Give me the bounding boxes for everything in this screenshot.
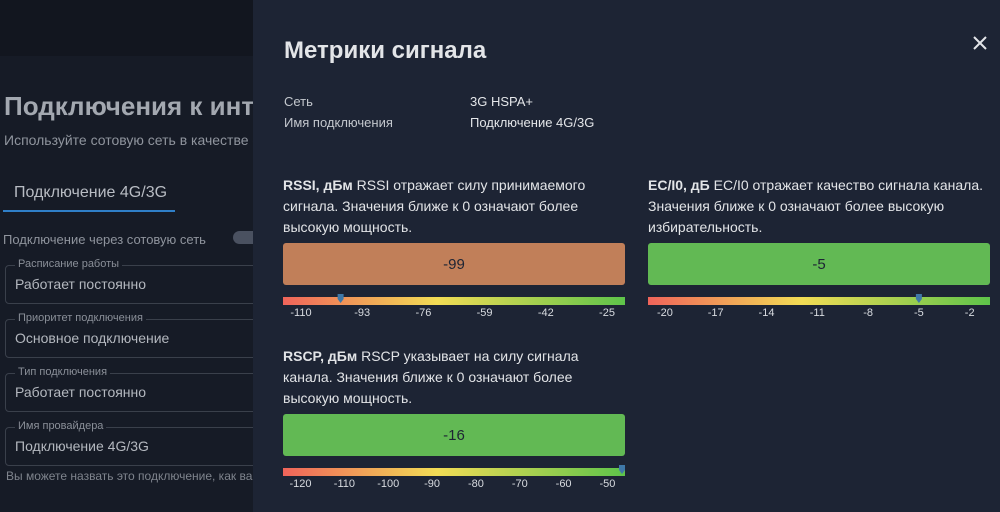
gauge-tick-label: -17 — [708, 307, 724, 319]
tab-underline — [3, 210, 175, 212]
page-subtitle: Используйте сотовую сеть в качестве о — [4, 132, 253, 148]
gauge: -110 -93 -76 -59 -42 -25 — [283, 294, 625, 319]
hint: Вы можете назвать это подключение, как в… — [6, 469, 253, 483]
close-button[interactable] — [973, 36, 987, 50]
field[interactable]: Имя провайдера Подключение 4G/3G — [5, 420, 253, 466]
metric-text: RSCP указывает на силу сигнала канала. З… — [283, 348, 579, 406]
field-label: Тип подключения — [15, 366, 111, 378]
gauge-tick-label: -42 — [538, 307, 554, 319]
gauge-tick-label: -120 — [290, 478, 312, 490]
gauge-tick-label: -70 — [512, 478, 528, 490]
info-label: Сеть — [284, 94, 313, 109]
field-value: Работает постоянно — [15, 276, 147, 292]
gauge-tick-label: -93 — [354, 307, 370, 319]
gauge-marker — [915, 294, 922, 303]
gauge-tick-label: -14 — [759, 307, 775, 319]
info-label: Имя подключения — [284, 115, 393, 130]
gauge-tick-label: -8 — [863, 307, 873, 319]
gauge-bar — [283, 297, 625, 305]
field[interactable]: Расписание работы Работает постоянно — [5, 258, 253, 304]
info-value: Подключение 4G/3G — [470, 115, 595, 130]
gauge-tick-label: -50 — [600, 478, 616, 490]
gauge-tick-label: -11 — [810, 307, 825, 319]
gauge-tick-label: -76 — [415, 307, 431, 319]
metric-name: RSCP, дБм — [283, 348, 358, 364]
info-value: 3G HSPA+ — [470, 94, 533, 109]
close-icon — [973, 36, 987, 50]
gauge: -120 -110 -100 -90 -80 -70 -60 -50 — [283, 465, 625, 490]
metric-value-box: -5 — [648, 243, 990, 285]
tab[interactable]: Подключение 4G/3G — [14, 184, 168, 201]
gauge-tick-label: -80 — [468, 478, 484, 490]
gauge-tick-label: -5 — [914, 307, 924, 319]
gauge-tick-label: -60 — [556, 478, 572, 490]
gauge-tick-label: -2 — [965, 307, 975, 319]
side-panel: Метрики сигнала Сеть 3G HSPA+ Имя подклю… — [253, 0, 1000, 512]
metric-text: RSSI отражает силу принимаемого сигнала.… — [283, 177, 586, 235]
gauge-tick-label: -20 — [657, 307, 673, 319]
metric-description: RSSI, дБм RSSI отражает силу принимаемог… — [283, 175, 628, 238]
gauge-bar — [283, 468, 625, 476]
metric-text: EC/I0 отражает качество сигнала канала. … — [648, 177, 984, 235]
field[interactable]: Приоритет подключения Основное подключени… — [5, 312, 253, 358]
gauge: -20 -17 -14 -11 -8 -5 -2 — [648, 294, 990, 319]
gauge-tick-label: -90 — [424, 478, 440, 490]
metric-name: EC/I0, дБ — [648, 177, 710, 193]
page-title: Подключения к инт — [4, 91, 253, 121]
field-label: Расписание работы — [15, 258, 123, 270]
gauge-tick-label: -25 — [599, 307, 615, 319]
metric-value-box: -99 — [283, 243, 625, 285]
metric-name: RSSI, дБм — [283, 177, 353, 193]
metric-description: RSCP, дБм RSCP указывает на силу сигнала… — [283, 346, 628, 409]
gauge-marker — [337, 294, 344, 303]
gauge-marker — [619, 465, 625, 474]
field-label: Имя провайдера — [15, 420, 107, 432]
gauge-tick-label: -110 — [334, 478, 355, 490]
top-bar — [0, 0, 253, 56]
field-value: Работает постоянно — [15, 384, 147, 400]
metric-value-box: -16 — [283, 414, 625, 456]
gauge-tick-label: -59 — [477, 307, 493, 319]
field-label: Приоритет подключения — [15, 312, 146, 324]
field-value: Основное подключение — [15, 330, 170, 346]
panel-title: Метрики сигнала — [284, 37, 487, 64]
field[interactable]: Тип подключения Работает постоянно — [5, 366, 253, 412]
field-value: Подключение 4G/3G — [15, 438, 149, 454]
gauge-bar — [648, 297, 990, 305]
metric-description: EC/I0, дБ EC/I0 отражает качество сигнал… — [648, 175, 993, 238]
gauge-tick-label: -100 — [377, 478, 399, 490]
gauge-tick-label: -110 — [290, 307, 311, 319]
toggle-label: Подключение через сотовую сеть — [3, 232, 206, 247]
background-page: Подключения к инт Используйте сотовую се… — [0, 0, 253, 512]
toggle[interactable] — [233, 231, 253, 244]
